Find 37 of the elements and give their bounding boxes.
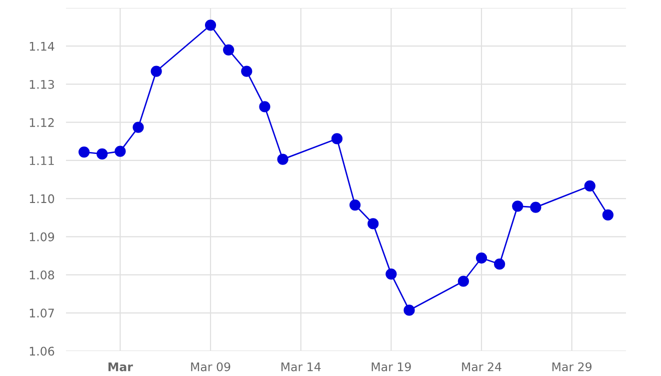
point xyxy=(404,304,415,316)
y-tick-label: 1.09 xyxy=(30,232,54,242)
point xyxy=(150,66,162,77)
point xyxy=(368,218,379,230)
y-tick-label: 1.06 xyxy=(30,346,54,356)
x-tick-label: Mar xyxy=(108,362,133,372)
point xyxy=(512,200,524,212)
point xyxy=(458,276,469,287)
x-tick-label: Mar 29 xyxy=(552,362,592,372)
y-tick-label: 1.08 xyxy=(30,270,54,280)
point xyxy=(386,268,397,280)
y-tick-label: 1.13 xyxy=(30,80,54,89)
point xyxy=(259,101,270,112)
point xyxy=(584,180,596,192)
point xyxy=(277,154,288,165)
point xyxy=(132,122,144,133)
x-tick-label: Mar 09 xyxy=(191,362,230,372)
point xyxy=(349,199,361,211)
point xyxy=(331,133,343,144)
point xyxy=(223,44,234,56)
point xyxy=(476,252,488,264)
point xyxy=(494,258,506,270)
point xyxy=(530,202,542,213)
x-tick-label: Mar 24 xyxy=(462,362,502,372)
point xyxy=(96,148,108,160)
point xyxy=(78,146,90,158)
point xyxy=(114,146,126,157)
y-tick-label: 1.11 xyxy=(30,156,54,165)
x-tick-label: Mar 14 xyxy=(281,362,321,372)
y-tick-label: 1.12 xyxy=(30,118,54,127)
point xyxy=(241,66,252,77)
y-tick-label: 1.10 xyxy=(30,194,54,204)
y-tick-label: 1.14 xyxy=(30,42,54,51)
point xyxy=(602,209,614,220)
point xyxy=(204,20,216,31)
y-tick-label: 1.07 xyxy=(30,308,54,318)
x-tick-label: Mar 19 xyxy=(372,362,411,372)
